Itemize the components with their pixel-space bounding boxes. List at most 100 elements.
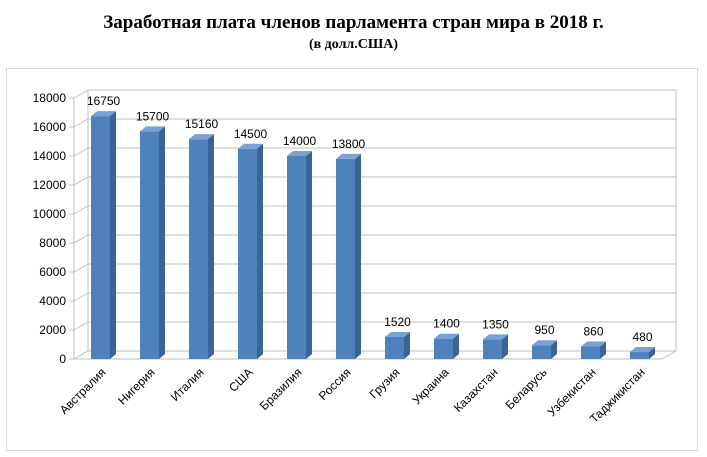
bar-side <box>208 134 214 359</box>
y-axis: 0 2000 4000 6000 8000 10000 12000 14000 16000 180… <box>33 91 74 366</box>
gridline-side <box>73 89 89 99</box>
bar-front <box>140 131 159 359</box>
y-tick-label: 16000 <box>33 120 67 134</box>
x-tick-label: Италия <box>168 365 207 404</box>
x-tick-label: Бразилия <box>257 365 305 413</box>
bar-side <box>159 126 165 359</box>
y-tick-label: 12000 <box>33 178 67 192</box>
bar-front <box>287 156 306 359</box>
gridline-side <box>73 205 89 215</box>
bar-side <box>355 153 361 359</box>
bar-top <box>189 134 214 140</box>
y-tick-label: 6000 <box>39 265 66 279</box>
gridline-side <box>73 234 89 244</box>
x-tick-label: США <box>226 365 255 394</box>
chart-title: Заработная плата членов парламента стран… <box>103 12 604 33</box>
bar <box>581 341 606 359</box>
bar-side <box>110 111 116 359</box>
bar <box>91 111 116 359</box>
bar <box>483 334 508 359</box>
data-label: 480 <box>632 330 652 344</box>
x-tick-label: Россия <box>316 365 354 403</box>
bar-top <box>483 334 508 340</box>
floor-right-edge <box>661 350 677 360</box>
y-tick-label: 2000 <box>39 323 66 337</box>
gridline-side <box>73 292 89 302</box>
bar-side <box>649 347 655 359</box>
bar <box>630 347 655 359</box>
bar-top <box>287 151 312 156</box>
bar-front <box>189 139 208 359</box>
x-tick-label: Беларусь <box>503 365 550 412</box>
bar-front <box>532 345 551 359</box>
bars <box>91 111 655 359</box>
bar-front <box>630 352 649 359</box>
bar <box>189 134 214 359</box>
bar-side <box>453 333 459 359</box>
bar-front <box>434 338 453 359</box>
bar-front <box>91 116 110 359</box>
y-tick-label: 8000 <box>39 236 66 250</box>
y-tick-label: 14000 <box>33 149 67 163</box>
bar-side <box>404 331 410 359</box>
y-tick-label: 18000 <box>33 91 67 105</box>
data-label: 14000 <box>283 134 317 148</box>
bar <box>238 143 263 359</box>
bar <box>287 151 312 359</box>
bar-front <box>336 158 355 359</box>
y-tick-label: 0 <box>59 352 66 366</box>
bar-top <box>238 143 263 149</box>
y-tick-label: 4000 <box>39 294 66 308</box>
chart-frame <box>6 68 698 451</box>
data-label: 1400 <box>433 317 460 331</box>
bar <box>140 126 165 359</box>
bar-front <box>238 148 257 359</box>
bar-front <box>385 336 404 359</box>
data-label: 14500 <box>234 127 268 141</box>
gridline-side <box>73 176 89 186</box>
data-label: 13800 <box>332 137 366 151</box>
bar-top <box>91 111 116 117</box>
bar <box>336 153 361 359</box>
gridline-side <box>73 350 89 360</box>
bar-top <box>581 341 606 347</box>
data-label: 1350 <box>482 317 509 331</box>
gridline-side <box>73 321 89 331</box>
gridlines <box>73 89 677 360</box>
bar-top <box>140 126 165 132</box>
bar-top <box>434 333 459 339</box>
bar-side <box>502 334 508 359</box>
x-tick-label: Грузия <box>367 365 403 401</box>
gridline-side <box>73 118 89 128</box>
bar-side <box>257 143 263 359</box>
bar-side <box>551 340 557 359</box>
bar-front <box>581 346 600 359</box>
data-label: 15700 <box>136 109 170 123</box>
x-tick-label: Украина <box>409 365 451 407</box>
bar-side <box>600 341 606 359</box>
bar <box>385 331 410 359</box>
chart-subtitle: (в долл.США) <box>308 37 399 52</box>
x-axis: Австралия Нигерия Италия США Бразилия Россия Г… <box>57 365 648 426</box>
data-label: 1520 <box>384 315 411 329</box>
data-label: 950 <box>534 323 554 337</box>
gridline-side <box>73 147 89 157</box>
bar-top <box>336 153 361 159</box>
data-label: 860 <box>583 325 603 339</box>
data-label: 15160 <box>185 117 219 131</box>
y-tick-label: 10000 <box>33 207 67 221</box>
bar <box>434 333 459 359</box>
bar-top <box>532 340 557 346</box>
x-tick-label: Казахстан <box>451 365 501 415</box>
bar-side <box>306 151 312 359</box>
bar-top <box>385 331 410 337</box>
bar <box>532 340 557 359</box>
x-tick-label: Австралия <box>57 365 109 417</box>
bar-front <box>483 339 502 359</box>
data-labels: 16750 15700 15160 14500 14000 13800 1520 1400 13… <box>87 94 653 344</box>
bar-top <box>630 347 655 353</box>
x-tick-label: Нигерия <box>115 365 157 407</box>
data-label: 16750 <box>87 94 121 108</box>
gridline-side <box>73 263 89 273</box>
